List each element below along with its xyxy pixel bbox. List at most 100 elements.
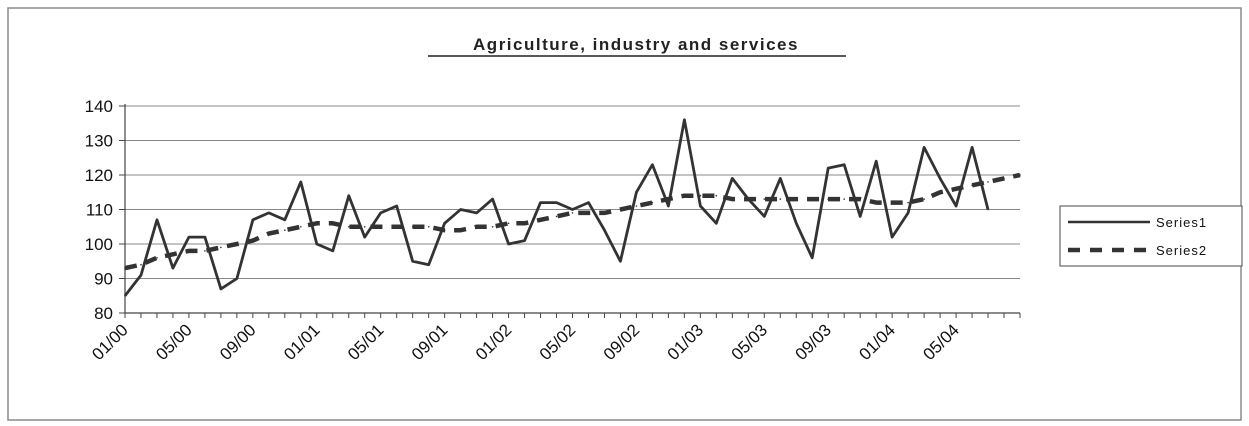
data-point-series1 bbox=[443, 222, 446, 225]
data-point-series1 bbox=[635, 191, 638, 194]
data-point-series1 bbox=[907, 212, 909, 214]
data-point-series2 bbox=[555, 215, 558, 218]
data-point-series1 bbox=[539, 201, 542, 204]
data-point-series2 bbox=[332, 222, 334, 225]
gridlines bbox=[125, 105, 1020, 279]
data-point-series2 bbox=[859, 198, 861, 200]
data-point-series1 bbox=[875, 160, 877, 162]
data-point-series1 bbox=[987, 208, 989, 211]
data-point-series2 bbox=[795, 198, 798, 200]
data-point-series1 bbox=[955, 205, 957, 207]
data-point-series1 bbox=[891, 236, 893, 238]
y-tick-label: 100 bbox=[85, 235, 113, 254]
y-tick-label: 130 bbox=[85, 132, 113, 151]
data-point-series1 bbox=[795, 222, 798, 225]
data-point-series1 bbox=[651, 163, 654, 166]
data-point-series1 bbox=[475, 212, 478, 214]
data-point-series1 bbox=[140, 274, 142, 276]
data-point-series1 bbox=[236, 277, 238, 280]
data-point-series1 bbox=[827, 167, 829, 169]
data-point-series2 bbox=[491, 226, 494, 228]
data-point-series2 bbox=[188, 250, 190, 252]
data-point-series1 bbox=[172, 267, 174, 269]
data-point-series1 bbox=[699, 205, 702, 207]
data-point-series1 bbox=[971, 146, 973, 149]
data-point-series2 bbox=[843, 198, 845, 200]
data-point-series2 bbox=[699, 194, 702, 197]
legend-series1-label: Series1 bbox=[1156, 215, 1207, 230]
data-point-series1 bbox=[587, 201, 590, 204]
data-point-series2 bbox=[427, 226, 430, 228]
data-point-series1 bbox=[348, 194, 350, 197]
data-point-series1 bbox=[923, 146, 925, 149]
data-point-series2 bbox=[747, 198, 750, 200]
data-point-series1 bbox=[268, 212, 270, 214]
data-point-series2 bbox=[939, 191, 941, 194]
data-point-series1 bbox=[667, 205, 670, 207]
data-point-series2 bbox=[715, 194, 718, 197]
data-point-series2 bbox=[172, 253, 174, 256]
data-point-series1 bbox=[491, 198, 494, 200]
data-point-series2 bbox=[635, 205, 638, 207]
data-point-series2 bbox=[316, 222, 318, 225]
data-point-series2 bbox=[683, 194, 686, 197]
data-point-series1 bbox=[779, 177, 782, 180]
data-point-series2 bbox=[875, 201, 877, 204]
data-point-series1 bbox=[683, 119, 686, 121]
data-point-series2 bbox=[220, 246, 222, 249]
data-point-series1 bbox=[252, 219, 254, 221]
y-tick-label: 80 bbox=[94, 304, 113, 323]
data-point-series2 bbox=[651, 201, 654, 204]
data-point-series2 bbox=[571, 212, 574, 214]
data-point-series2 bbox=[268, 232, 270, 235]
data-point-series2 bbox=[363, 226, 366, 228]
legend-box bbox=[1059, 205, 1243, 267]
data-point-series2 bbox=[731, 198, 734, 200]
data-point-series2 bbox=[252, 239, 254, 242]
data-point-series2 bbox=[971, 184, 973, 187]
data-point-series2 bbox=[411, 226, 414, 228]
data-point-series1 bbox=[555, 201, 558, 204]
data-point-series2 bbox=[140, 263, 142, 266]
data-point-series1 bbox=[395, 205, 398, 207]
data-point-series1 bbox=[619, 260, 622, 263]
data-point-series2 bbox=[300, 226, 302, 228]
data-point-series1 bbox=[523, 239, 526, 242]
data-point-series1 bbox=[459, 208, 462, 211]
data-point-series1 bbox=[843, 163, 845, 166]
data-point-series2 bbox=[619, 208, 622, 211]
data-point-series1 bbox=[507, 243, 510, 245]
data-point-series2 bbox=[443, 229, 446, 231]
data-point-series1 bbox=[411, 260, 414, 263]
data-point-series1 bbox=[300, 181, 302, 183]
data-point-series2 bbox=[827, 198, 829, 200]
y-tick-labels: 80 90 100 110 120 130 140 bbox=[85, 97, 113, 323]
data-point-series1 bbox=[731, 177, 734, 180]
data-point-series2 bbox=[667, 198, 670, 200]
data-point-series1 bbox=[427, 263, 430, 266]
legend: Series1 Series2 bbox=[1059, 205, 1243, 267]
y-tick-label: 120 bbox=[85, 166, 113, 185]
data-point-series2 bbox=[236, 243, 238, 245]
data-point-series1 bbox=[188, 236, 190, 238]
data-point-series2 bbox=[395, 226, 398, 228]
data-point-series2 bbox=[284, 229, 286, 231]
data-point-series2 bbox=[156, 257, 158, 259]
data-point-series2 bbox=[507, 222, 510, 225]
data-point-series2 bbox=[955, 188, 957, 190]
data-point-series1 bbox=[571, 208, 574, 211]
data-point-series2 bbox=[907, 201, 909, 204]
data-point-series1 bbox=[363, 236, 366, 238]
y-tick-label: 110 bbox=[86, 201, 113, 220]
data-point-series2 bbox=[124, 267, 126, 269]
data-point-series2 bbox=[475, 226, 478, 228]
y-tick-label: 90 bbox=[94, 270, 113, 289]
data-point-series2 bbox=[459, 229, 462, 231]
data-point-series2 bbox=[763, 198, 766, 200]
data-point-series1 bbox=[811, 257, 813, 259]
data-point-series2 bbox=[1003, 177, 1005, 180]
axes bbox=[119, 104, 1021, 318]
data-point-series2 bbox=[603, 212, 606, 214]
